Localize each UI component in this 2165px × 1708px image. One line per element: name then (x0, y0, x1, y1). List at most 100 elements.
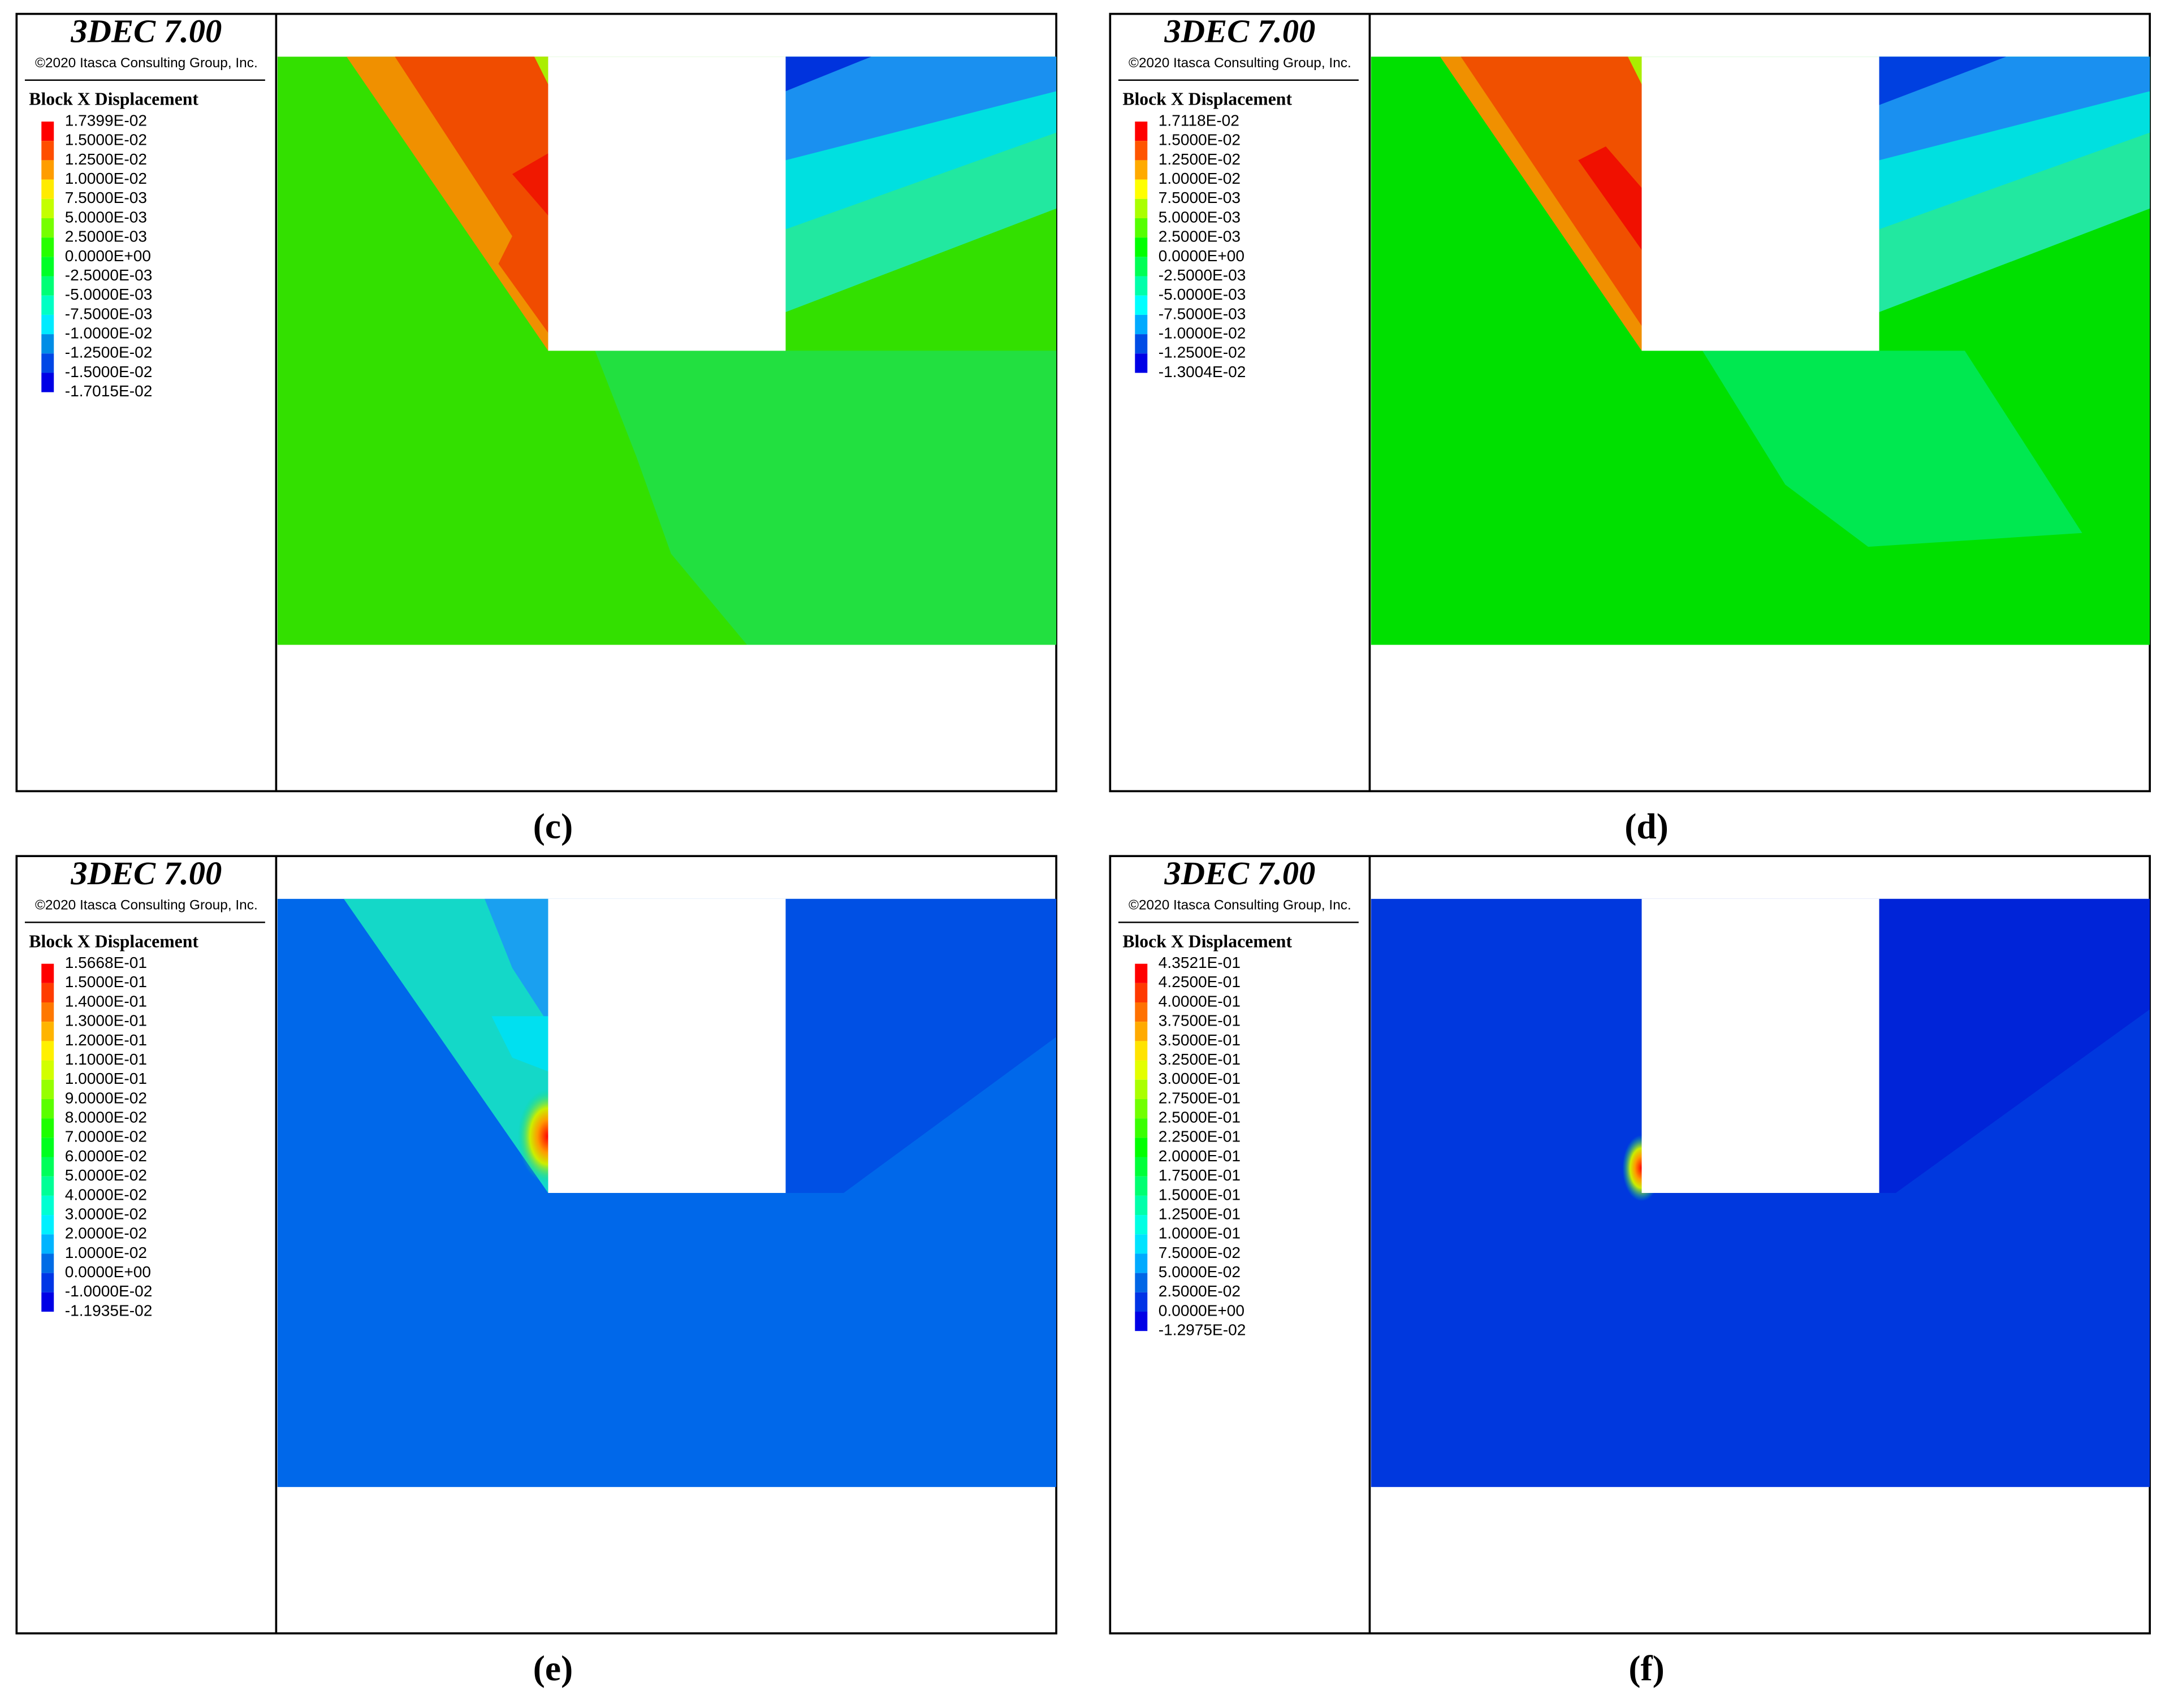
contour-region (512, 153, 548, 216)
panel: 3DEC 7.00 ©2020 Itasca Consulting Group, … (1109, 855, 2151, 1688)
legend-label: -1.2500E-02 (1159, 344, 1246, 361)
legend-label: 4.0000E-01 (1159, 992, 1241, 1010)
legend-label: 3.2500E-01 (1159, 1050, 1241, 1068)
legend-label: 1.0000E-02 (65, 170, 147, 187)
legend-swatch (1135, 198, 1148, 218)
legend-label: 5.0000E-03 (65, 208, 147, 226)
legend-label: 3.0000E-02 (65, 1205, 147, 1222)
legend-swatch (41, 1118, 54, 1138)
legend-swatch (41, 963, 54, 983)
legend-swatch (41, 1002, 54, 1022)
contour-region (395, 57, 548, 333)
excavation (1641, 898, 1879, 1194)
legend-swatch (41, 237, 54, 257)
legend-label: 2.0000E-01 (1159, 1147, 1241, 1165)
software-title: 3DEC 7.00 (70, 855, 222, 892)
legend-label: -1.0000E-02 (1159, 325, 1246, 342)
legend-label: 7.5000E-02 (1159, 1244, 1241, 1261)
copyright: ©2020 Itasca Consulting Group, Inc. (1129, 898, 1351, 913)
legend-label: 1.0000E-01 (1159, 1225, 1241, 1242)
panel-label: (e) (533, 1648, 573, 1688)
legend-swatch (1135, 1118, 1148, 1138)
contour-region (1879, 898, 2150, 1194)
legend-swatch (1135, 237, 1148, 257)
legend-swatch (41, 1215, 54, 1235)
legend-swatch (1135, 1312, 1148, 1331)
legend-label: 0.0000E+00 (65, 1263, 151, 1281)
legend-swatch (1135, 1099, 1148, 1119)
legend-label: 1.5000E-02 (1159, 131, 1241, 149)
legend-label: 1.3000E-01 (65, 1012, 147, 1030)
legend-title: Block X Displacement (1122, 89, 1292, 109)
legend-label: 7.0000E-02 (65, 1128, 147, 1145)
legend-label: 4.3521E-01 (1159, 954, 1241, 971)
legend-swatch (41, 1022, 54, 1041)
legend-label: 1.2500E-01 (1159, 1205, 1241, 1222)
legend-label: 2.2500E-01 (1159, 1128, 1241, 1145)
contour-region (595, 351, 1057, 645)
legend-label: 1.1000E-01 (65, 1050, 147, 1068)
legend-label: 1.5668E-01 (65, 954, 147, 971)
legend-label: 3.7500E-01 (1159, 1012, 1241, 1030)
legend-label: 1.2500E-02 (1159, 150, 1241, 168)
contour-region (785, 57, 871, 92)
legend-label: -1.0000E-02 (65, 325, 153, 342)
legend-swatch (41, 179, 54, 199)
legend-swatch (1135, 1157, 1148, 1177)
legend-label: 1.4000E-01 (65, 992, 147, 1010)
legend-label: 8.0000E-02 (65, 1109, 147, 1126)
copyright: ©2020 Itasca Consulting Group, Inc. (35, 55, 258, 71)
legend-swatch (1135, 160, 1148, 180)
legend-swatch (1135, 257, 1148, 276)
legend-label: 3.0000E-01 (1159, 1070, 1241, 1087)
legend-label: 1.7399E-02 (65, 111, 147, 129)
legend-label: 1.7118E-02 (1159, 111, 1239, 129)
legend-swatch (41, 1195, 54, 1216)
legend-swatch (41, 295, 54, 315)
legend-label: 1.5000E-02 (65, 131, 147, 149)
legend-swatch (41, 141, 54, 161)
legend-label: 0.0000E+00 (1159, 1301, 1244, 1319)
contour-region (1460, 57, 1642, 326)
software-title: 3DEC 7.00 (1164, 855, 1315, 892)
legend-label: -7.5000E-03 (65, 305, 153, 322)
legend-label: -5.0000E-03 (65, 286, 153, 303)
contour-region (785, 898, 1057, 1194)
panel: 3DEC 7.00 ©2020 Itasca Consulting Group, … (15, 855, 1057, 1688)
panel-label: (f) (1628, 1648, 1664, 1688)
legend-swatch (41, 1253, 54, 1273)
legend-swatch (41, 1292, 54, 1312)
legend-label: -1.1935E-02 (65, 1301, 153, 1319)
legend-swatch (41, 1273, 54, 1292)
legend-swatch (1135, 1041, 1148, 1061)
legend-swatch (1135, 295, 1148, 315)
legend-swatch (1135, 1176, 1148, 1196)
legend-swatch (1135, 1195, 1148, 1216)
legend-label: 1.0000E-01 (65, 1070, 147, 1087)
contour-region (344, 898, 548, 1194)
contour-region (485, 898, 548, 1023)
legend-label: 1.7500E-01 (1159, 1166, 1241, 1184)
contour-region (785, 57, 1057, 161)
legend-swatch (1135, 218, 1148, 238)
legend-label: -1.0000E-02 (65, 1282, 153, 1300)
legend-swatch (1135, 1253, 1148, 1273)
legend-swatch (41, 334, 54, 354)
legend-label: 2.5000E-03 (1159, 228, 1241, 245)
copyright: ©2020 Itasca Consulting Group, Inc. (1129, 55, 1351, 71)
excavation (548, 898, 786, 1194)
legend-label: -1.2975E-02 (1159, 1321, 1246, 1339)
contour-region (1628, 57, 1642, 85)
legend-swatch (1135, 1292, 1148, 1312)
legend-title: Block X Displacement (29, 931, 198, 951)
legend-swatch (1135, 1234, 1148, 1254)
excavation (1641, 57, 1879, 351)
legend-label: 9.0000E-02 (65, 1089, 147, 1106)
legend-label: 2.7500E-01 (1159, 1089, 1241, 1106)
legend-swatch (1135, 1002, 1148, 1022)
legend-swatch (41, 218, 54, 238)
legend-label: 1.2500E-02 (65, 150, 147, 168)
legend-label: 2.5000E-03 (65, 228, 147, 245)
legend-label: 1.5000E-01 (65, 973, 147, 991)
legend-swatch (1135, 983, 1148, 1003)
